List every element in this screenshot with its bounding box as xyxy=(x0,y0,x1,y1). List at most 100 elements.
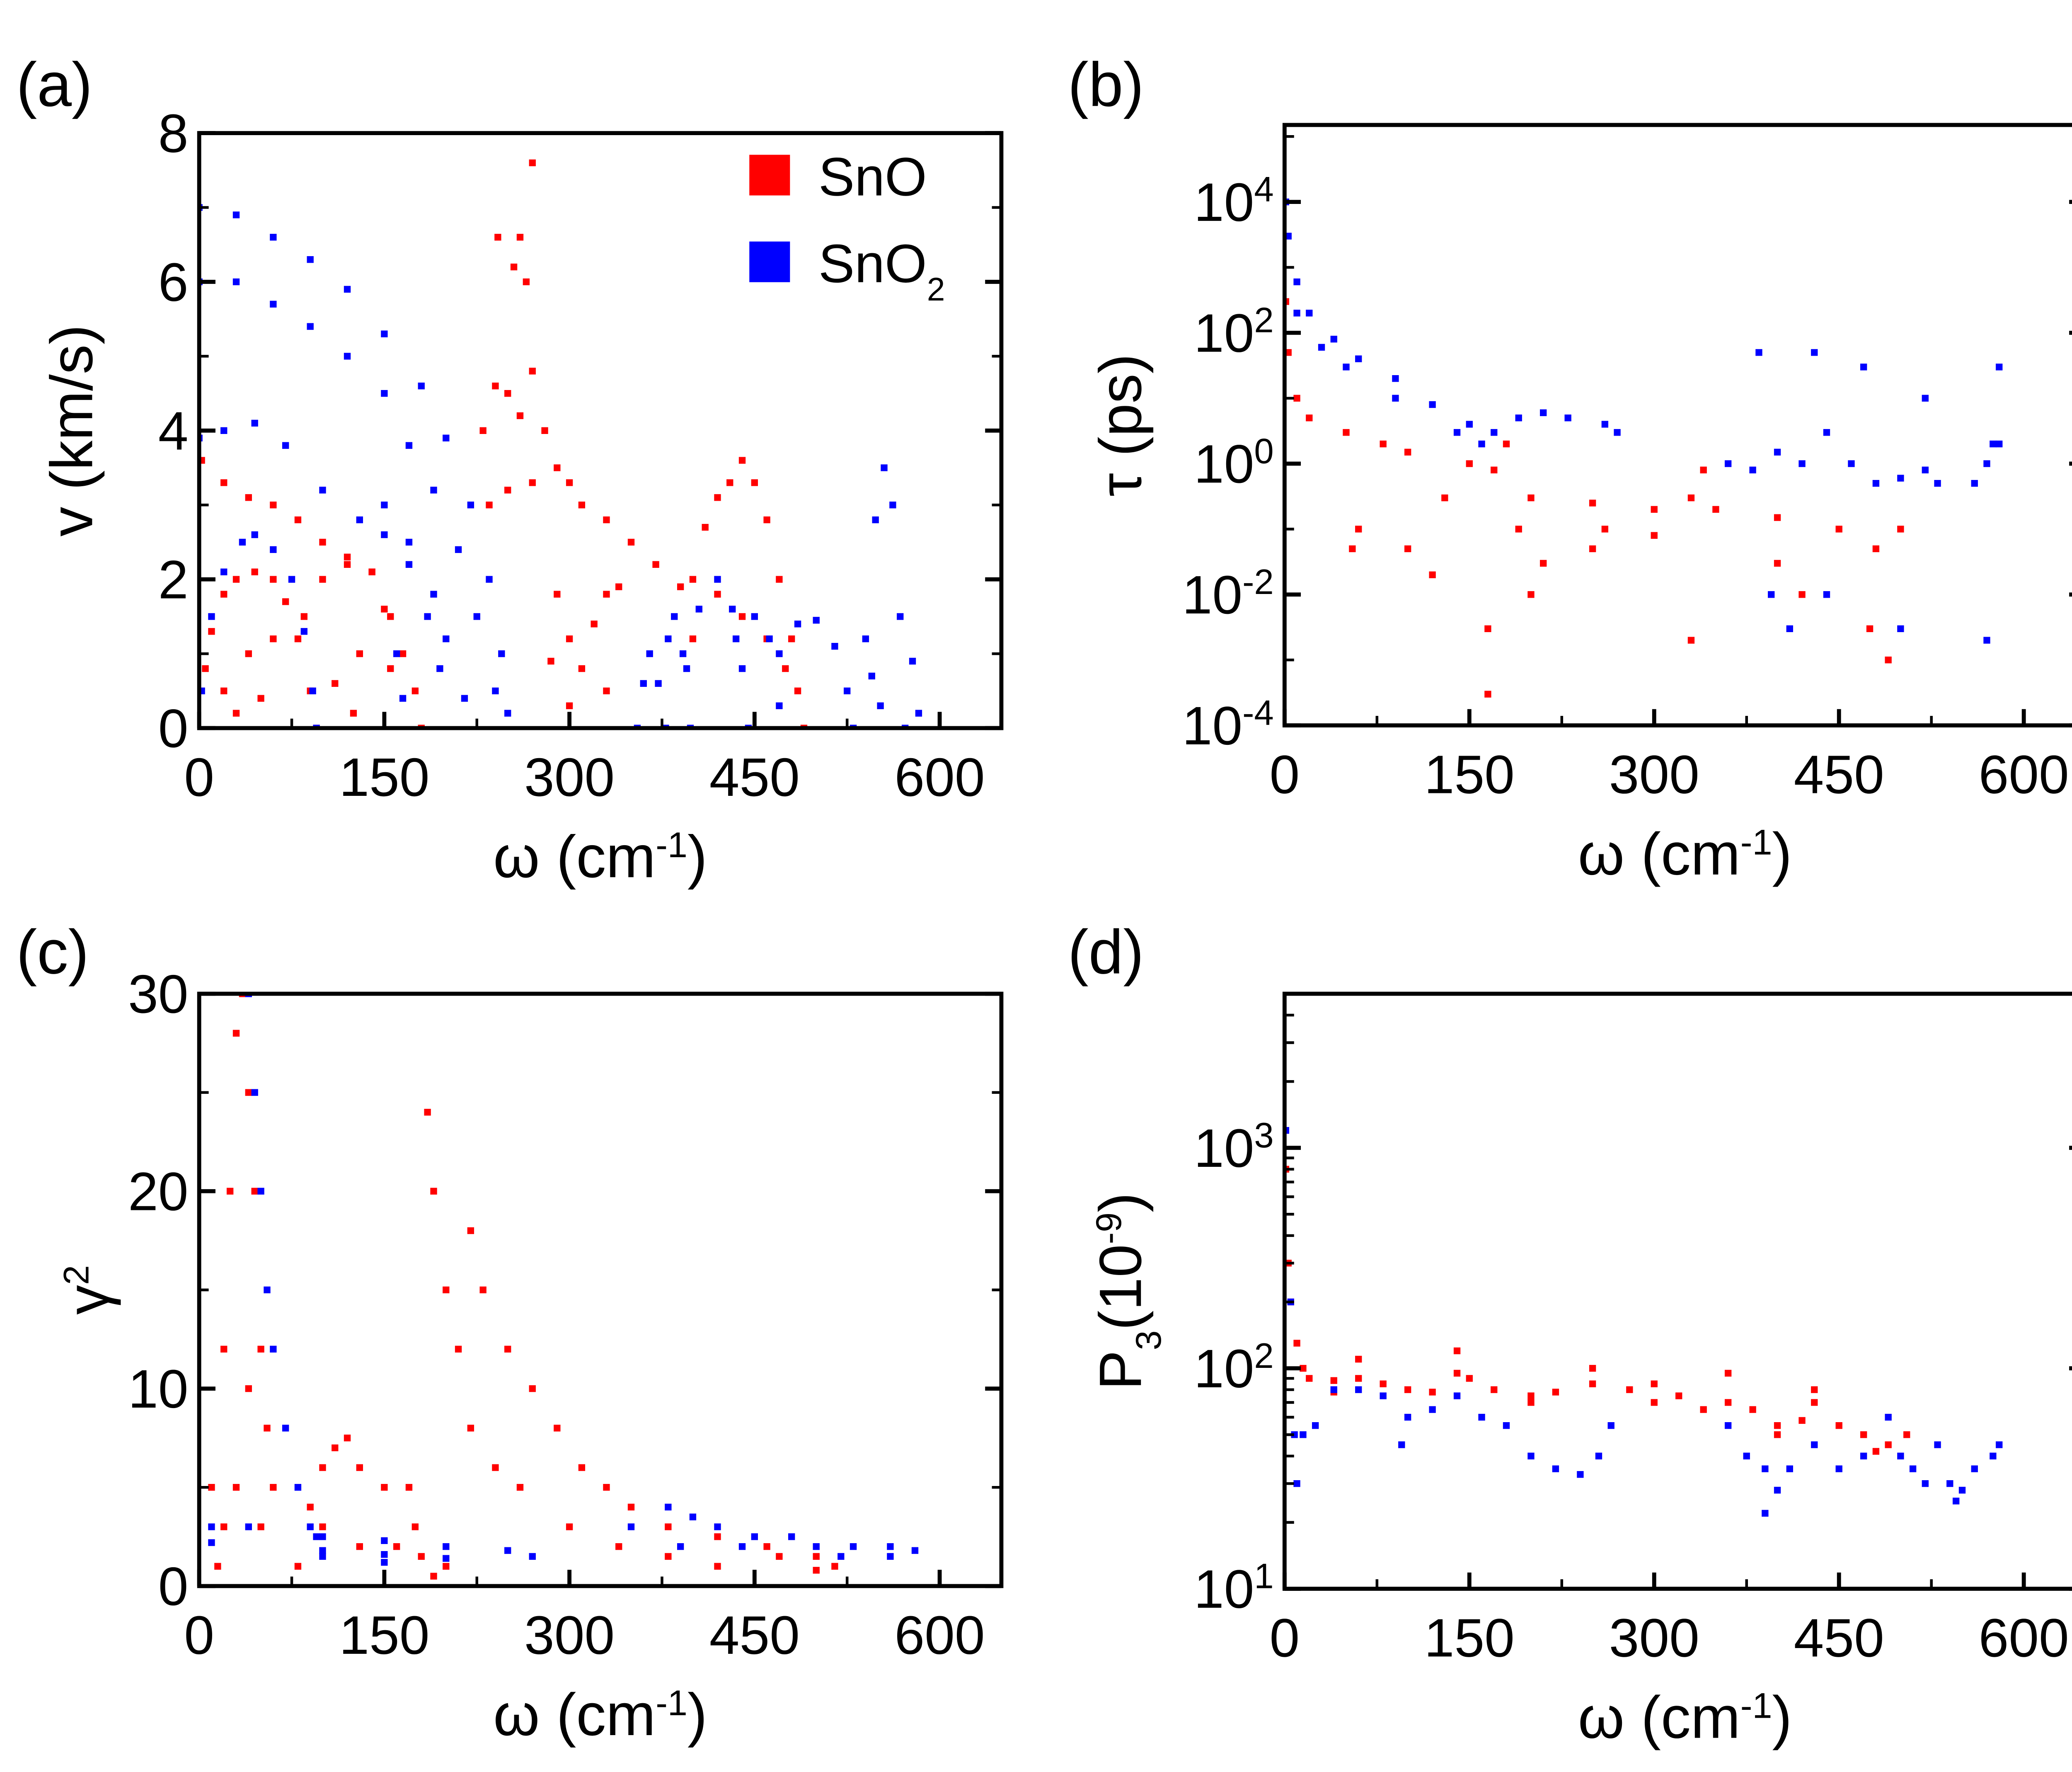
data-point-SnO2 xyxy=(1897,475,1904,482)
data-point-SnO2 xyxy=(381,390,388,397)
data-point-SnO xyxy=(578,665,586,672)
data-point-SnO xyxy=(627,538,635,546)
data-point-SnO2 xyxy=(381,502,388,509)
tick-exponent: 2 xyxy=(1254,301,1273,340)
data-point-SnO xyxy=(300,613,307,620)
data-point-SnO2 xyxy=(1607,1422,1615,1429)
data-point-SnO2 xyxy=(424,613,431,620)
data-point-SnO2 xyxy=(418,382,425,390)
label-part: ω (cm xyxy=(493,824,656,890)
data-point-SnO2 xyxy=(1300,1431,1307,1438)
data-point-SnO2 xyxy=(245,1523,252,1530)
data-point-SnO2 xyxy=(1293,1480,1300,1487)
y-tick-label: 102 xyxy=(1194,1336,1274,1399)
scatter-points xyxy=(208,994,919,1580)
label-part: (10 xyxy=(1087,1244,1154,1331)
data-point-SnO2 xyxy=(1774,448,1781,456)
data-point-SnO2 xyxy=(1595,1452,1602,1459)
data-point-SnO2 xyxy=(766,635,773,642)
supscript: 2 xyxy=(57,1265,97,1285)
panel-c: (c) 0 150 300 450 600 0 10 20 30 ω (cm-1) γ2 xyxy=(16,917,1004,1748)
y-tick-label: 30 xyxy=(128,964,188,1024)
x-tick-label: 300 xyxy=(1609,744,1699,805)
data-point-SnO xyxy=(1527,1392,1535,1399)
data-point-SnO xyxy=(1429,571,1436,578)
data-point-SnO xyxy=(554,1425,561,1432)
data-point-SnO2 xyxy=(838,1553,845,1560)
data-point-SnO xyxy=(307,1503,314,1511)
data-point-SnO xyxy=(226,1188,234,1195)
data-point-SnO2 xyxy=(344,353,351,360)
data-point-SnO2 xyxy=(868,672,875,680)
tick-exponent: 0 xyxy=(1254,431,1273,471)
data-point-SnO xyxy=(418,1553,425,1560)
data-point-SnO xyxy=(714,591,721,598)
y-tick-label: 10 xyxy=(128,1359,188,1419)
data-point-SnO2 xyxy=(307,1523,314,1530)
data-point-SnO2 xyxy=(443,1555,450,1562)
data-point-SnO xyxy=(1527,1399,1535,1406)
x-tick-label: 150 xyxy=(339,747,429,807)
y-tick-label: 4 xyxy=(158,401,189,461)
data-point-SnO xyxy=(387,613,394,620)
data-point-SnO xyxy=(1355,1375,1362,1382)
data-point-SnO xyxy=(1651,506,1658,513)
data-point-SnO2 xyxy=(492,687,499,695)
data-point-SnO xyxy=(1355,1355,1362,1363)
data-point-SnO2 xyxy=(430,591,437,598)
data-point-SnO2 xyxy=(887,1543,894,1550)
data-point-SnO xyxy=(1453,1347,1461,1355)
supscript: -1 xyxy=(1740,823,1772,863)
data-point-SnO xyxy=(1503,440,1510,448)
data-point-SnO2 xyxy=(1343,364,1350,371)
label-part: ) xyxy=(1772,1685,1792,1751)
data-point-SnO2 xyxy=(1823,591,1830,598)
data-point-SnO2 xyxy=(1971,480,1978,487)
data-point-SnO2 xyxy=(627,1523,635,1530)
data-point-SnO xyxy=(220,479,228,486)
data-point-SnO2 xyxy=(288,576,295,583)
x-tick-label: 300 xyxy=(524,747,615,807)
data-point-SnO2 xyxy=(405,442,413,449)
data-point-SnO2 xyxy=(1934,1441,1941,1448)
tick-base: 10 xyxy=(1194,1118,1254,1178)
data-point-SnO2 xyxy=(738,1543,746,1550)
data-point-SnO2 xyxy=(251,419,258,427)
data-point-SnO xyxy=(566,702,573,709)
data-point-SnO xyxy=(251,568,258,575)
data-point-SnO xyxy=(1700,466,1707,474)
data-point-SnO xyxy=(714,1563,721,1570)
data-point-SnO xyxy=(1872,1448,1880,1455)
data-point-SnO2 xyxy=(679,650,687,657)
data-point-SnO2 xyxy=(1330,1386,1337,1393)
data-point-SnO2 xyxy=(504,710,511,717)
data-point-SnO xyxy=(714,1533,721,1540)
x-tick-label: 0 xyxy=(1269,1607,1300,1668)
tick-base: 10 xyxy=(1194,1559,1254,1619)
data-point-SnO2 xyxy=(1811,349,1818,356)
data-point-SnO xyxy=(1860,1431,1867,1438)
data-point-SnO xyxy=(492,382,499,390)
data-point-SnO2 xyxy=(1835,1465,1842,1472)
data-point-SnO xyxy=(1540,560,1547,567)
tick-base: 10 xyxy=(1182,696,1242,756)
scatter-points xyxy=(199,159,922,728)
data-point-SnO xyxy=(319,1523,326,1530)
data-point-SnO xyxy=(1293,1340,1300,1347)
x-tick-label: 450 xyxy=(1794,1607,1884,1668)
panel-label: (d) xyxy=(1068,917,1144,987)
tick-exponent: 1 xyxy=(1254,1556,1273,1596)
x-tick-label: 150 xyxy=(1424,1607,1515,1668)
data-point-SnO xyxy=(1885,656,1892,664)
data-point-SnO xyxy=(813,1553,820,1560)
data-point-SnO xyxy=(516,412,524,419)
data-point-SnO2 xyxy=(665,1503,672,1511)
data-point-SnO xyxy=(282,598,289,605)
data-point-SnO xyxy=(529,1385,536,1392)
data-point-SnO xyxy=(257,1345,264,1353)
data-point-SnO xyxy=(615,1543,622,1550)
y-axis-label: γ2 xyxy=(55,1265,121,1315)
data-point-SnO xyxy=(1306,415,1313,422)
data-point-SnO2 xyxy=(307,323,314,330)
